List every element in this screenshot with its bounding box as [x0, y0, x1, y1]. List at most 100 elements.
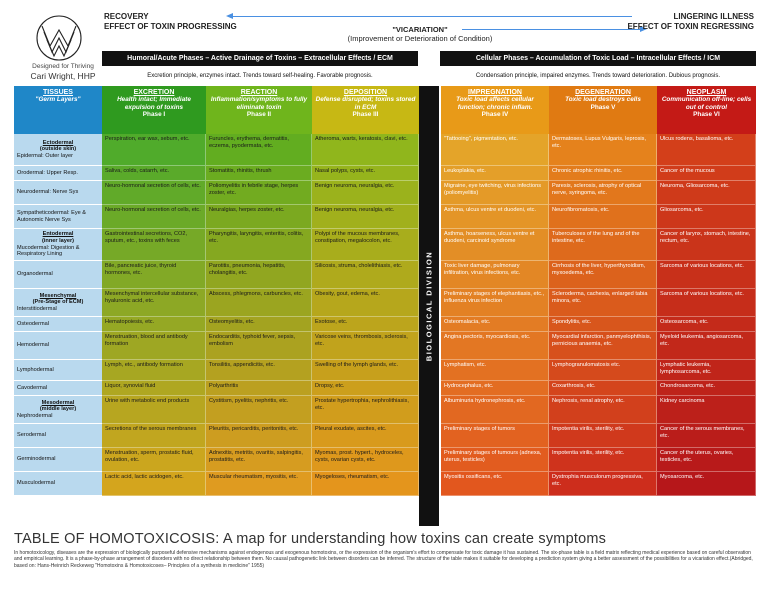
- tissue-row-label: Osteodermal: [14, 317, 102, 332]
- tissue-row-label: Mesodermal (middle layer) Nephrodermal: [14, 396, 102, 424]
- phase-description: Defense disrupted; toxins stored in ECM: [315, 96, 416, 111]
- symptom-cell: Impotentia virilis, sterility, etc.: [549, 424, 657, 448]
- phase-number: Phase VI: [693, 111, 720, 119]
- symptom-cell: Hematopoiesis, etc.: [102, 317, 206, 332]
- phase-title: DEGENERATION: [575, 89, 631, 96]
- germ-layer-note: (middle layer): [39, 406, 77, 413]
- tissue-name: Neurodermal: Nerve Sys: [17, 189, 79, 196]
- symptom-cell: Secretions of the serous membranes: [102, 424, 206, 448]
- symptom-cell: Cancer of the mucous: [657, 166, 756, 181]
- phase-header-2: REACTION Inflammation/symptoms to fully e…: [206, 86, 312, 134]
- symptom-cell: Urine with metabolic end products: [102, 396, 206, 424]
- symptom-cell: Adnexitis, metritis, ovaritis, salpingit…: [206, 448, 312, 472]
- phase-description: Toxic load affects cellular function; ch…: [456, 96, 534, 111]
- symptom-cell: Spondylitis, etc.: [549, 317, 657, 332]
- tissue-name: Epidermal: Outer layer: [17, 152, 73, 159]
- symptom-cell: Neuro-hormonal secretion of cells, etc.: [102, 205, 206, 229]
- humoral-phases-note: Excretion principle, enzymes intact. Tre…: [147, 73, 373, 79]
- logo-name: Cari Wright, HHP: [30, 71, 96, 81]
- cellular-phases-banner: Cellular Phases – Accumulation of Toxic …: [440, 51, 756, 66]
- germ-layer-name: Mesodermal: [41, 399, 75, 406]
- tissue-name: Nephrodermal: [17, 412, 53, 419]
- tissue-name: Serodermal: [17, 432, 46, 439]
- symptom-cell: Nasal polyps, cysts, etc.: [312, 166, 419, 181]
- symptom-cell: Gastrointestinal secretions, CO2, sputum…: [102, 229, 206, 261]
- symptom-cell: Cancer of larynx, stomach, intestine, re…: [657, 229, 756, 261]
- table-description: In homotoxicology, diseases are the expr…: [14, 550, 753, 569]
- tissue-row-label: Hemodermal: [14, 332, 102, 360]
- left-arrow-line: [232, 16, 632, 17]
- symptom-cell: Pleural exudate, ascites, etc.: [312, 424, 419, 448]
- tissue-row-label: Sympatheticodermal: Eye & Autonomic Nerv…: [14, 205, 102, 229]
- symptom-cell: Menstruation, blood and antibody formati…: [102, 332, 206, 360]
- left-arrow-head-icon: [226, 13, 233, 19]
- symptom-cell: Myogeloses, rheumatism, etc.: [312, 472, 419, 496]
- tissue-name: Hemodermal: [17, 342, 50, 349]
- symptom-cell: Obesity, gout, edema, etc.: [312, 289, 419, 317]
- recovery-title: RECOVERY: [104, 12, 149, 21]
- symptom-cell: Myosarcoma, etc.: [657, 472, 756, 496]
- symptom-cell: Chronic atrophic rhinitis, etc.: [549, 166, 657, 181]
- symptom-cell: Ulcus rodens, basalioma, etc.: [657, 134, 756, 166]
- phase-number: Phase IV: [481, 111, 509, 119]
- germ-layer-name: Ectodermal: [42, 139, 74, 146]
- symptom-cell: Preliminary stages of elephantiasis, etc…: [441, 289, 549, 317]
- symptom-cell: Osteosarcoma, etc.: [657, 317, 756, 332]
- symptom-cell: Atheroma, warts, keratosis, clavi, etc.: [312, 134, 419, 166]
- symptom-cell: Exotose, etc.: [312, 317, 419, 332]
- symptom-cell: Cancer of the serous membranes, etc.: [657, 424, 756, 448]
- right-arrow-line: [462, 29, 642, 30]
- tissues-header: TISSUES "Germ Layers": [14, 86, 102, 134]
- vicariation-title: "VICARIATION": [392, 25, 448, 34]
- tissue-row-label: Ectodermal (outside skin) Epidermal: Outer…: [14, 134, 102, 166]
- phase-description: Toxic load destroys cells: [565, 96, 641, 104]
- symptom-cell: Dropsy, etc.: [312, 381, 419, 396]
- phase-header-4: IMPREGNATION Toxic load affects cellular …: [441, 86, 549, 134]
- symptom-cell: Nephrosis, renal atrophy, etc.: [549, 396, 657, 424]
- humoral-phases-banner: Humoral/Acute Phases – Active Drainage o…: [102, 51, 418, 66]
- germ-layer-note: (Pre-Stage of ECM): [32, 299, 84, 306]
- symptom-cell: Tonsilitis, appendicitis, etc.: [206, 360, 312, 381]
- phase-number: Phase II: [246, 111, 272, 119]
- symptom-cell: Sarcoma of various locations, etc.: [657, 289, 756, 317]
- symptom-cell: Polyarthritis: [206, 381, 312, 396]
- tissue-name: Interstitiodermal: [17, 305, 57, 312]
- symptom-cell: "Tattooing", pigmentation, etc.: [441, 134, 549, 166]
- symptom-cell: Lactic acid, lactic acidogen, etc.: [102, 472, 206, 496]
- symptom-cell: Benign neuroma, neuralgia, etc.: [312, 181, 419, 205]
- symptom-cell: Lymphatism, etc.: [441, 360, 549, 381]
- phase-title: EXCRETION: [133, 89, 175, 96]
- symptom-cell: Myeloid leukemia, angiosarcoma, etc.: [657, 332, 756, 360]
- symptom-cell: Neurofibromatosis, etc.: [549, 205, 657, 229]
- symptom-cell: Lymphogranulomatosis etc.: [549, 360, 657, 381]
- symptom-cell: Albuminuria hydronephrosis, etc.: [441, 396, 549, 424]
- cellular-phases-note: Condensation principle, impaired enzymes…: [475, 73, 721, 79]
- germ-layer-note: (outside skin): [39, 146, 77, 153]
- phase-title: DEPOSITION: [343, 89, 388, 96]
- phase-description: Health intact; Immediate expulsion of to…: [117, 96, 191, 111]
- symptom-cell: Paresis, sclerosis, atrophy of optical n…: [549, 181, 657, 205]
- symptom-cell: Myocardial infarction, panmyelophthisis,…: [549, 332, 657, 360]
- tissue-name: Orodermal: Upper Resp.: [17, 169, 78, 176]
- symptom-cell: Scleroderma, cachexia, enlarged tabia mi…: [549, 289, 657, 317]
- symptom-cell: Liquor, synovial fluid: [102, 381, 206, 396]
- symptom-cell: Cirrhosis of the liver, hyperthyroidism,…: [549, 261, 657, 289]
- symptom-cell: Hydrocephalus, etc.: [441, 381, 549, 396]
- symptom-cell: Chondrosarcoma, etc.: [657, 381, 756, 396]
- phase-number: Phase I: [142, 111, 166, 119]
- symptom-cell: Coxarthrosis, etc.: [549, 381, 657, 396]
- phase-description: Inflammation/symptoms to fully eliminate…: [210, 96, 308, 111]
- table-title: TABLE OF HOMOTOXICOSIS: A map for unders…: [14, 531, 607, 547]
- tissue-row-label: Lymphodermal: [14, 360, 102, 381]
- symptom-cell: Migraine, eye twitching, virus infection…: [441, 181, 549, 205]
- tissue-row-label: Serodermal: [14, 424, 102, 448]
- symptom-cell: Lymph, etc., antibody formation: [102, 360, 206, 381]
- symptom-cell: Polypi of the mucous membranes, constipa…: [312, 229, 419, 261]
- toxin-progressing-title: EFFECT OF TOXIN PROGRESSING: [104, 22, 237, 31]
- symptom-cell: Saliva, colds, catarrh, etc.: [102, 166, 206, 181]
- symptom-cell: Lymphatic leukemia, lymphosarcoma, etc.: [657, 360, 756, 381]
- germ-layer-name: Mesenchymal: [39, 292, 77, 299]
- symptom-cell: Preliminary stages of tumours (adnexa, u…: [441, 448, 549, 472]
- tissue-name: Cavodermal: [17, 384, 48, 391]
- tissue-row-label: Mesenchymal (Pre-Stage of ECM) Interstitio…: [14, 289, 102, 317]
